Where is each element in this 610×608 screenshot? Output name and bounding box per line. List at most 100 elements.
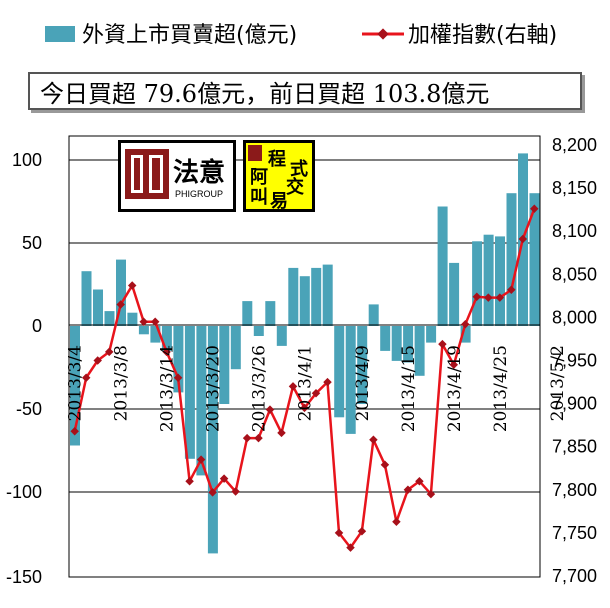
left-tick-2: 0 xyxy=(32,316,42,336)
bar-7 xyxy=(150,326,161,343)
index-point-36 xyxy=(484,293,493,302)
index-point-23 xyxy=(334,528,344,538)
index-point-20 xyxy=(300,403,309,413)
bar-37 xyxy=(495,236,505,326)
right-tick-0: 8,200 xyxy=(552,135,597,155)
right-tick-10: 7,700 xyxy=(552,566,597,586)
logo2-char-2: 阿 xyxy=(250,167,268,188)
index-point-35 xyxy=(472,292,482,301)
logo2-char-1: 式 xyxy=(290,158,308,180)
right-tick-3: 8,050 xyxy=(552,264,597,284)
index-point-31 xyxy=(426,489,436,499)
index-point-7 xyxy=(150,317,160,326)
bar-23 xyxy=(334,326,345,418)
index-point-13 xyxy=(219,474,229,483)
date-label-10: 2013/5/2 xyxy=(548,345,568,421)
bar-36 xyxy=(483,234,494,326)
index-point-2 xyxy=(93,356,102,365)
bar-3 xyxy=(104,311,115,326)
index-point-26 xyxy=(369,435,378,445)
bar-20 xyxy=(299,276,310,326)
index-point-5 xyxy=(127,281,137,290)
bar-15 xyxy=(242,301,253,326)
bar-31 xyxy=(426,326,437,343)
bar-14 xyxy=(230,326,241,370)
left-tick-4: -100 xyxy=(6,482,42,502)
phigroup-logo-text: 法意 xyxy=(173,157,225,188)
bar-22 xyxy=(322,264,333,326)
summary-text: 今日買超 79.6億元，前日買超 103.8億元 xyxy=(40,79,490,108)
index-point-34 xyxy=(461,320,470,329)
legend-line-label: 加權指數(右軸) xyxy=(408,23,557,48)
date-label-4: 2013/3/26 xyxy=(250,345,270,432)
right-tick-1: 8,150 xyxy=(552,178,597,198)
index-point-38 xyxy=(507,285,516,295)
right-tick-6: 7,900 xyxy=(552,394,597,414)
index-point-12 xyxy=(208,488,217,497)
bar-28 xyxy=(391,326,402,361)
bar-38 xyxy=(506,193,517,326)
index-point-8 xyxy=(162,347,171,357)
index-point-14 xyxy=(231,487,240,496)
program-trading-logo: 程 式 阿 交 叫 易 xyxy=(243,140,315,212)
right-axis-ticks: 8,200 8,150 8,100 8,050 8,000 7,950 7,900 7,850… xyxy=(552,135,597,586)
phigroup-logo: 法意 PHIGROUP xyxy=(118,140,236,212)
index-point-11 xyxy=(196,455,206,464)
bar-21 xyxy=(311,267,322,326)
bar-33 xyxy=(449,262,460,326)
left-axis-ticks: 100 50 0 -50 -100 -150 xyxy=(6,150,42,587)
index-point-15 xyxy=(242,433,252,443)
index-point-3 xyxy=(104,347,114,357)
index-point-24 xyxy=(346,543,355,552)
bar-26 xyxy=(368,304,379,326)
index-point-16 xyxy=(254,433,263,443)
index-point-27 xyxy=(380,460,390,470)
bar-32 xyxy=(437,206,448,326)
left-tick-5: -150 xyxy=(6,567,42,587)
bar-8 xyxy=(161,326,172,351)
index-point-18 xyxy=(277,428,286,438)
line-series xyxy=(70,204,539,552)
logo2-char-3: 交 xyxy=(286,176,304,198)
bar-16 xyxy=(253,326,264,336)
bar-11 xyxy=(196,326,207,476)
index-point-25 xyxy=(357,526,367,536)
program-trading-logo-graphic: 程 式 阿 交 叫 易 xyxy=(248,145,308,212)
bar-10 xyxy=(184,326,195,459)
index-point-22 xyxy=(323,377,332,387)
bar-19 xyxy=(288,267,299,326)
bar-series xyxy=(70,153,540,554)
date-axis-labels: 2013/3/4 2013/3/8 2013/3/14 2013/3/20 2013/3… xyxy=(66,345,569,432)
logo2-char-5: 易 xyxy=(270,191,288,209)
bar-4 xyxy=(116,259,126,326)
bar-27 xyxy=(380,326,391,351)
bar-12 xyxy=(207,326,218,554)
index-point-0 xyxy=(70,426,79,436)
legend-bar-label: 外資上市買賣超(億元) xyxy=(82,23,297,48)
index-point-9 xyxy=(173,373,183,382)
bar-29 xyxy=(403,326,414,363)
left-tick-0: 100 xyxy=(12,150,42,170)
bar-24 xyxy=(345,326,356,434)
bar-17 xyxy=(265,301,276,326)
index-point-1 xyxy=(81,373,91,382)
index-point-29 xyxy=(403,485,413,495)
right-tick-2: 8,100 xyxy=(552,221,597,241)
index-point-37 xyxy=(495,293,505,302)
index-point-28 xyxy=(392,517,401,526)
phigroup-logo-subtext: PHIGROUP xyxy=(175,189,223,199)
bar-5 xyxy=(127,312,138,326)
bar-35 xyxy=(472,241,483,326)
right-tick-8: 7,800 xyxy=(552,480,597,500)
bar-34 xyxy=(460,326,471,343)
index-point-19 xyxy=(288,382,298,391)
index-point-33 xyxy=(449,360,459,370)
phigroup-logo-graphic: 法意 PHIGROUP xyxy=(125,149,225,199)
date-label-2: 2013/3/14 xyxy=(158,345,178,432)
right-tick-9: 7,750 xyxy=(552,523,597,543)
date-label-5: 2013/4/1 xyxy=(296,345,316,421)
logo2-char-0: 程 xyxy=(268,149,286,170)
left-tick-1: 50 xyxy=(22,233,42,253)
right-tick-5: 7,950 xyxy=(552,351,597,371)
